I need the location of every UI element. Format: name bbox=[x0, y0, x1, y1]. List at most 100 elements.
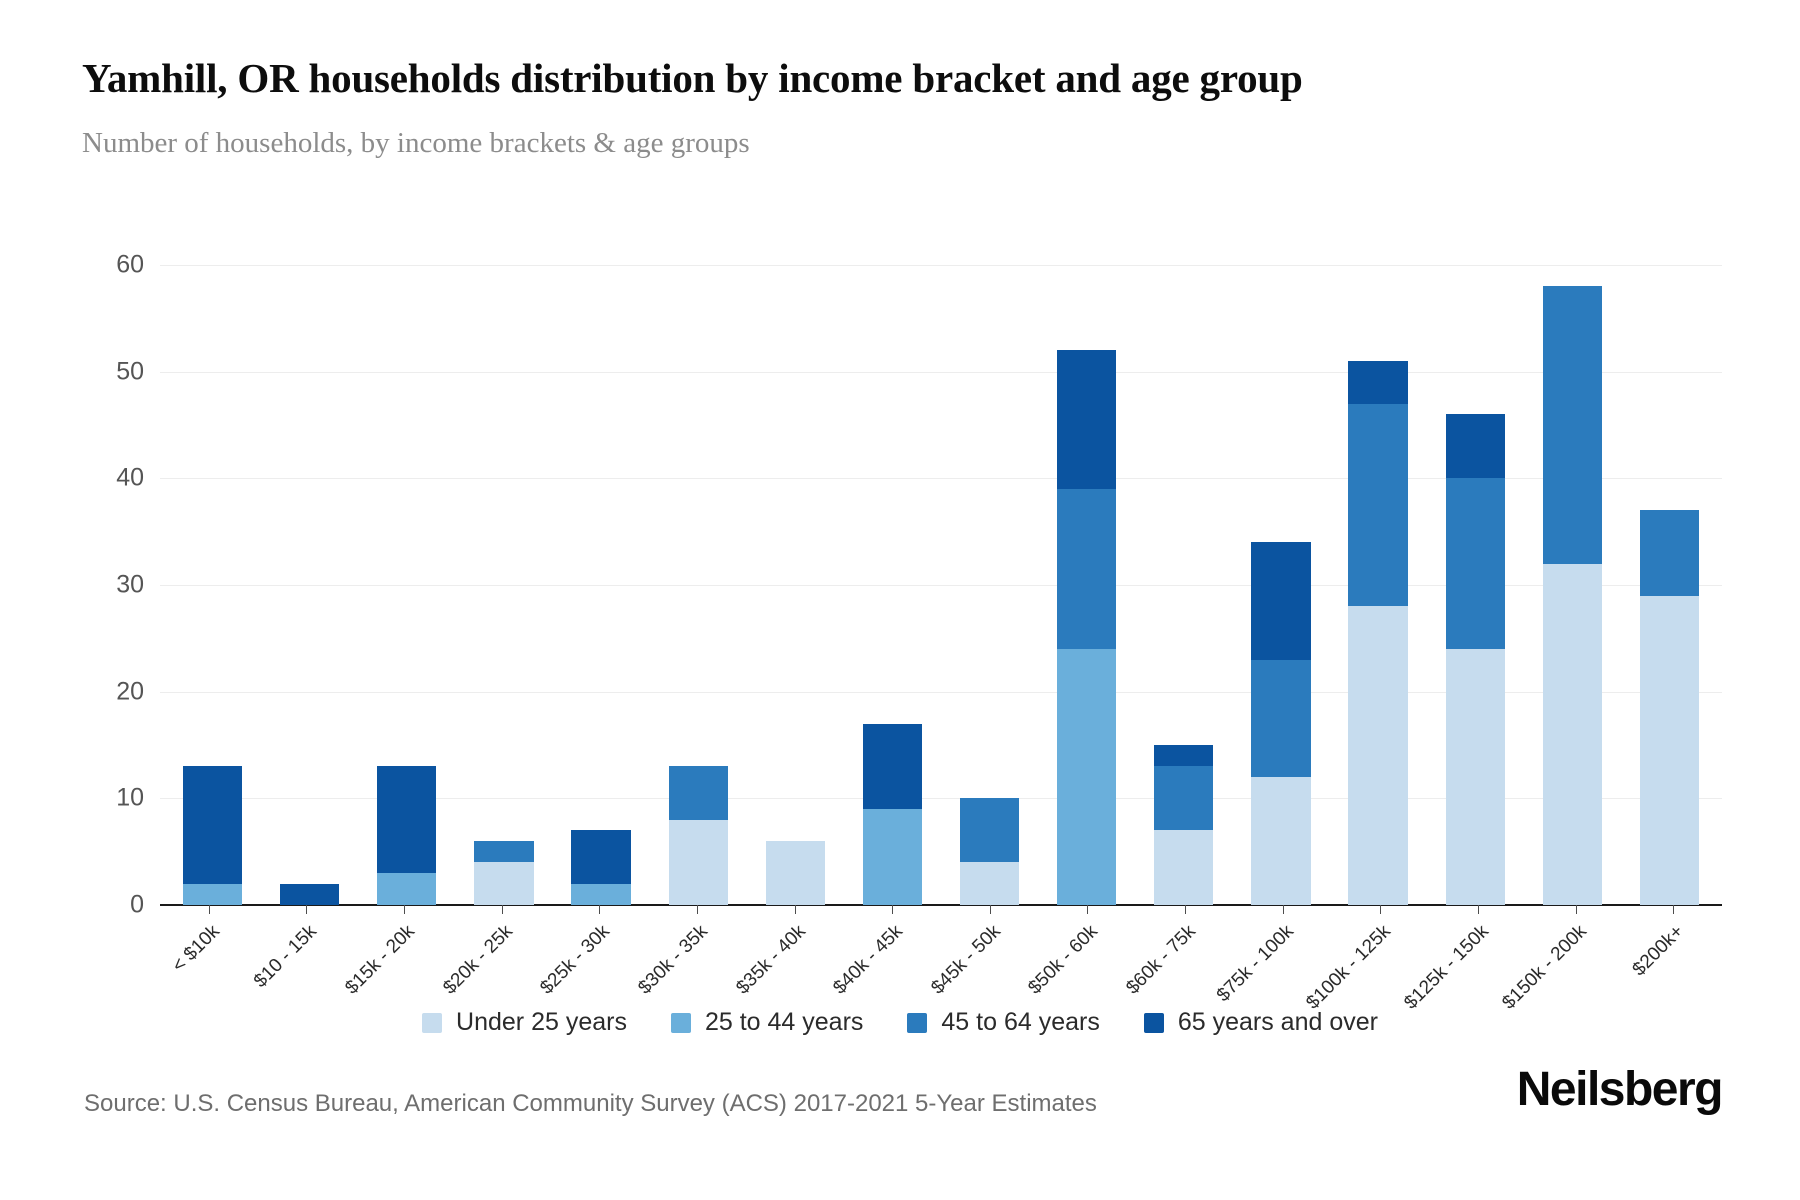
bar-segment[interactable] bbox=[571, 830, 631, 884]
bar-segment[interactable] bbox=[1542, 286, 1602, 564]
bar-column[interactable] bbox=[1427, 265, 1524, 905]
bar-segment[interactable] bbox=[668, 766, 728, 820]
x-axis-tick-mark bbox=[1380, 905, 1382, 914]
bar-stack[interactable] bbox=[280, 883, 340, 905]
bar-segment[interactable] bbox=[1348, 361, 1408, 404]
bar-segment[interactable] bbox=[280, 883, 340, 905]
x-axis-tick-label: $30k - 35k bbox=[634, 921, 712, 999]
bar-column[interactable] bbox=[1038, 265, 1135, 905]
legend-item-label: 25 to 44 years bbox=[704, 1008, 864, 1036]
bar-segment[interactable] bbox=[1154, 745, 1214, 767]
bar-stack[interactable] bbox=[474, 841, 534, 905]
bar-column[interactable] bbox=[1135, 265, 1232, 905]
y-axis-tick-label: 60 bbox=[116, 250, 144, 279]
bar-segment[interactable] bbox=[1057, 350, 1117, 489]
bar-segment[interactable] bbox=[182, 766, 243, 884]
bar-column[interactable] bbox=[844, 265, 941, 905]
x-axis-tick-label: $50k - 60k bbox=[1024, 921, 1103, 999]
x-axis-tick-mark bbox=[794, 905, 796, 914]
bar-segment[interactable] bbox=[1057, 649, 1117, 905]
legend-item[interactable]: 45 to 64 years bbox=[907, 1008, 1100, 1037]
gridline bbox=[160, 691, 1722, 693]
legend-item[interactable]: Under 25 years bbox=[422, 1008, 627, 1037]
bar-column[interactable] bbox=[455, 265, 552, 905]
bar-segment[interactable] bbox=[862, 809, 923, 905]
bar-segment[interactable] bbox=[474, 862, 534, 905]
y-axis-tick-label: 0 bbox=[130, 890, 144, 919]
bar-column[interactable] bbox=[358, 265, 455, 905]
gridline bbox=[160, 478, 1722, 480]
x-axis-tick-label: $60k - 75k bbox=[1122, 921, 1200, 999]
bar-segment[interactable] bbox=[959, 862, 1020, 905]
bar-stack[interactable] bbox=[765, 841, 825, 905]
x-axis-tick-mark bbox=[1575, 905, 1577, 914]
bar-column[interactable] bbox=[1330, 265, 1427, 905]
axis-baseline bbox=[160, 904, 1722, 906]
bar-series-container bbox=[160, 265, 1722, 905]
bar-segment[interactable] bbox=[474, 841, 534, 863]
bar-segment[interactable] bbox=[1154, 830, 1214, 905]
legend-item[interactable]: 25 to 44 years bbox=[670, 1008, 864, 1037]
bar-segment[interactable] bbox=[1154, 766, 1214, 831]
bar-segment[interactable] bbox=[571, 883, 631, 905]
bar-segment[interactable] bbox=[1057, 489, 1117, 649]
bar-stack[interactable] bbox=[571, 830, 631, 905]
bar-stack[interactable] bbox=[1639, 510, 1700, 905]
x-axis-tick-mark bbox=[892, 905, 894, 914]
bar-column[interactable] bbox=[650, 265, 747, 905]
bar-segment[interactable] bbox=[1445, 414, 1505, 479]
bar-stack[interactable] bbox=[1348, 361, 1408, 905]
bar-segment[interactable] bbox=[1348, 403, 1408, 607]
bar-column[interactable] bbox=[164, 265, 261, 905]
bar-stack[interactable] bbox=[182, 766, 243, 905]
bar-column[interactable] bbox=[261, 265, 358, 905]
bar-stack[interactable] bbox=[1445, 414, 1505, 905]
x-axis-tick-label: $100k - 125k bbox=[1302, 921, 1396, 1014]
gridline bbox=[160, 798, 1722, 800]
x-axis-tick-mark bbox=[1673, 905, 1675, 914]
bar-segment[interactable] bbox=[959, 798, 1020, 863]
bar-segment[interactable] bbox=[862, 723, 923, 809]
bar-column[interactable] bbox=[747, 265, 844, 905]
x-axis-tick-label: $10 - 15k bbox=[250, 921, 322, 992]
bar-segment[interactable] bbox=[1251, 777, 1311, 905]
bar-stack[interactable] bbox=[1057, 350, 1117, 905]
x-axis-tick-mark bbox=[404, 905, 406, 914]
bar-segment[interactable] bbox=[668, 819, 728, 905]
bar-stack[interactable] bbox=[959, 798, 1020, 905]
bar-segment[interactable] bbox=[1639, 510, 1700, 596]
bar-column[interactable] bbox=[553, 265, 650, 905]
bar-stack[interactable] bbox=[1251, 542, 1311, 905]
bar-stack[interactable] bbox=[1154, 745, 1214, 905]
bar-stack[interactable] bbox=[862, 723, 923, 905]
bar-segment[interactable] bbox=[1251, 542, 1311, 660]
legend-item[interactable]: 65 years and over bbox=[1143, 1008, 1378, 1037]
bar-segment[interactable] bbox=[1251, 659, 1311, 777]
bar-stack[interactable] bbox=[1542, 286, 1602, 905]
plot-area: 0 10 20 30 40 50 60 bbox=[82, 251, 1722, 919]
bar-segment[interactable] bbox=[1639, 595, 1700, 905]
x-axis-tick-mark bbox=[696, 905, 698, 914]
bar-stack[interactable] bbox=[377, 766, 437, 905]
bar-column[interactable] bbox=[941, 265, 1038, 905]
bar-segment[interactable] bbox=[182, 883, 243, 905]
bar-segment[interactable] bbox=[765, 841, 825, 905]
bar-stack[interactable] bbox=[668, 766, 728, 905]
bar-segment[interactable] bbox=[1542, 563, 1602, 905]
y-axis-tick-label: 40 bbox=[116, 463, 144, 492]
y-axis-tick-label: 50 bbox=[116, 357, 144, 386]
x-axis-tick-label: $150k - 200k bbox=[1497, 921, 1591, 1014]
x-axis-tick-mark bbox=[1185, 905, 1187, 914]
brand-logo: Neilsberg bbox=[1516, 1063, 1724, 1116]
bar-segment[interactable] bbox=[1445, 649, 1505, 905]
bar-column[interactable] bbox=[1524, 265, 1621, 905]
x-axis-tick-label: $15k - 20k bbox=[341, 921, 419, 999]
bar-segment[interactable] bbox=[1445, 478, 1505, 649]
bar-segment[interactable] bbox=[1348, 606, 1408, 905]
bar-segment[interactable] bbox=[377, 766, 437, 873]
legend-swatch-icon bbox=[422, 1012, 443, 1033]
bar-column[interactable] bbox=[1621, 265, 1718, 905]
bar-column[interactable] bbox=[1232, 265, 1329, 905]
x-axis-tick-mark bbox=[1087, 905, 1089, 914]
bar-segment[interactable] bbox=[377, 873, 437, 905]
